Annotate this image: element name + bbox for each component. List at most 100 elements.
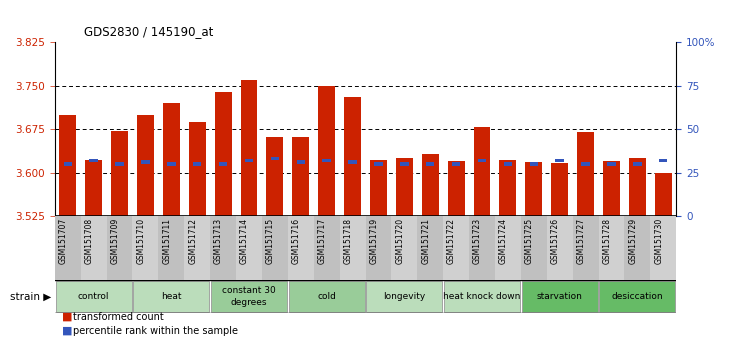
Text: GDS2830 / 145190_at: GDS2830 / 145190_at — [84, 25, 213, 38]
Bar — [599, 281, 675, 312]
Bar — [469, 216, 495, 280]
Text: GSM151712: GSM151712 — [188, 218, 197, 264]
Bar — [344, 97, 361, 216]
Text: GSM151713: GSM151713 — [214, 218, 223, 264]
Bar — [529, 162, 538, 166]
Bar — [89, 159, 98, 162]
Bar — [572, 216, 599, 280]
Bar — [270, 157, 279, 160]
Bar — [86, 160, 102, 216]
Bar — [651, 216, 676, 280]
Text: GSM151726: GSM151726 — [550, 218, 560, 264]
Bar — [526, 162, 542, 216]
Text: transformed count: transformed count — [73, 312, 164, 322]
Bar — [245, 159, 253, 162]
Bar — [80, 216, 107, 280]
Text: strain ▶: strain ▶ — [10, 291, 51, 302]
Text: GSM151720: GSM151720 — [395, 218, 404, 264]
Bar — [211, 216, 236, 280]
Bar — [577, 132, 594, 216]
Text: percentile rank within the sample: percentile rank within the sample — [73, 326, 238, 336]
Text: longevity: longevity — [383, 292, 425, 301]
Bar — [495, 216, 520, 280]
Text: GSM151716: GSM151716 — [292, 218, 300, 264]
Text: GSM151727: GSM151727 — [577, 218, 586, 264]
Bar — [267, 137, 284, 216]
Bar — [262, 216, 288, 280]
Bar — [297, 160, 305, 164]
Text: heat: heat — [161, 292, 181, 301]
Bar — [599, 216, 624, 280]
Bar — [137, 115, 154, 216]
Bar — [55, 216, 80, 280]
Bar — [211, 281, 287, 312]
Bar — [391, 216, 417, 280]
Bar — [111, 131, 128, 216]
Bar — [581, 162, 590, 166]
Text: GSM151729: GSM151729 — [629, 218, 637, 264]
Text: GSM151730: GSM151730 — [654, 218, 663, 264]
Bar — [443, 216, 469, 280]
Text: control: control — [78, 292, 110, 301]
Bar — [370, 160, 387, 216]
Bar — [64, 162, 72, 166]
Text: GSM151722: GSM151722 — [447, 218, 456, 264]
Text: heat knock down: heat knock down — [443, 292, 520, 301]
Text: GSM151707: GSM151707 — [58, 218, 68, 264]
Bar — [447, 161, 464, 216]
Bar — [292, 137, 309, 216]
Bar — [659, 159, 667, 162]
Bar — [474, 127, 491, 216]
Bar — [163, 103, 180, 216]
Bar — [215, 92, 232, 216]
Bar — [547, 216, 572, 280]
Text: GSM151719: GSM151719 — [369, 218, 379, 264]
Bar — [374, 162, 382, 166]
Bar — [633, 162, 642, 166]
Text: constant 30
degrees: constant 30 degrees — [222, 286, 276, 307]
Text: GSM151709: GSM151709 — [110, 218, 120, 264]
Bar — [499, 160, 516, 216]
Bar — [452, 162, 461, 166]
Text: GSM151708: GSM151708 — [85, 218, 94, 264]
Bar — [629, 158, 645, 216]
Bar — [193, 162, 202, 166]
Bar — [133, 281, 209, 312]
Bar — [167, 162, 175, 166]
Bar — [426, 162, 434, 166]
Bar — [417, 216, 443, 280]
Text: starvation: starvation — [537, 292, 583, 301]
Bar — [521, 216, 547, 280]
Text: GSM151724: GSM151724 — [499, 218, 508, 264]
Bar — [556, 159, 564, 162]
Bar — [289, 281, 365, 312]
Bar — [624, 216, 651, 280]
Bar — [603, 161, 620, 216]
Text: GSM151728: GSM151728 — [602, 218, 611, 264]
Bar — [478, 159, 486, 162]
Bar — [141, 160, 150, 164]
Bar — [322, 159, 331, 162]
Bar — [522, 281, 598, 312]
Bar — [288, 216, 314, 280]
Bar — [189, 122, 205, 216]
Text: GSM151714: GSM151714 — [240, 218, 249, 264]
Bar — [655, 173, 672, 216]
Bar — [400, 162, 409, 166]
Bar — [607, 162, 616, 166]
Bar — [422, 154, 439, 216]
Text: GSM151725: GSM151725 — [525, 218, 534, 264]
Bar — [314, 216, 340, 280]
Bar — [366, 216, 391, 280]
Bar — [159, 216, 184, 280]
Bar — [551, 163, 568, 216]
Text: GSM151717: GSM151717 — [318, 218, 327, 264]
Bar — [107, 216, 132, 280]
Text: ■: ■ — [62, 312, 72, 322]
Bar — [366, 281, 442, 312]
Text: GSM151723: GSM151723 — [473, 218, 482, 264]
Bar — [396, 158, 413, 216]
Bar — [184, 216, 211, 280]
Bar — [240, 80, 257, 216]
Bar — [318, 86, 335, 216]
